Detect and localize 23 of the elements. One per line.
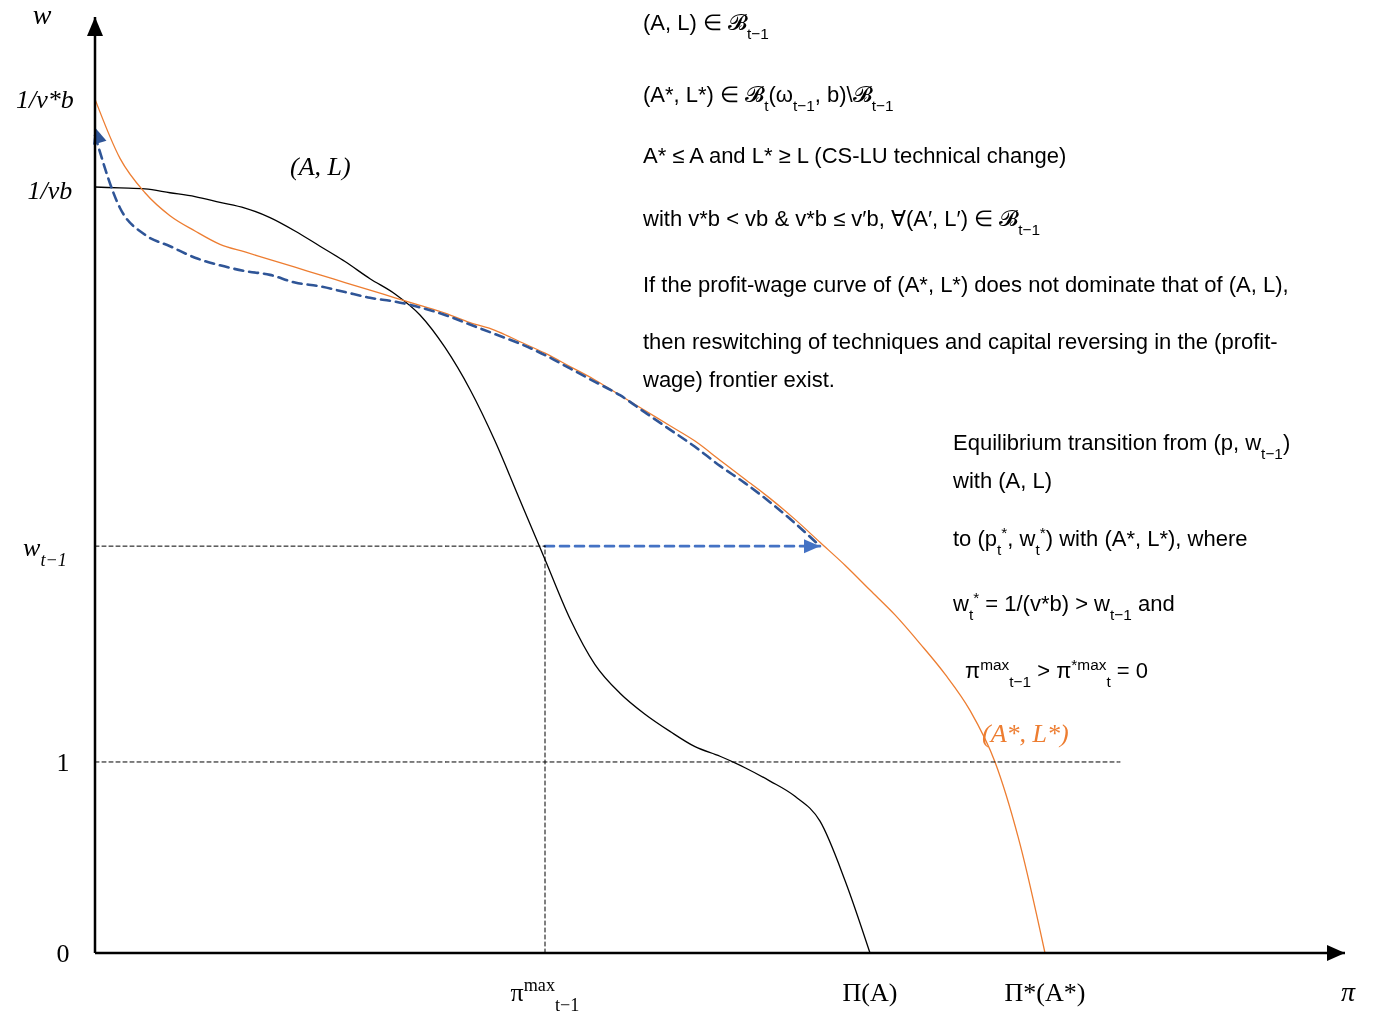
text: w$_{t−1}$ [23, 533, 67, 570]
annotation: then reswitching of techniques and capital reversing in the (profit- [643, 329, 1278, 354]
text: 1/vb [27, 176, 73, 205]
annotation: If the profit-wage curve of (A*, L*) does not dominate that of (A, L), [643, 272, 1289, 297]
x-axis-title: π [1340, 976, 1356, 1007]
annotation: with (A, L) [952, 468, 1053, 493]
annotation: to (p$_{t}$$^{*}$, w$_{t}$$^{*}$) with (A*, L*), where [953, 523, 1248, 558]
annotation: π$^{max}$$_{t−1}$ > π$^{*max}$$_{t}$ = 0 [965, 655, 1149, 690]
series-label: (A, L) [290, 151, 351, 181]
annotation: wage) frontier exist. [642, 367, 835, 392]
y-tick-label: 0 [56, 939, 70, 968]
x-tick-label: Π*(A*) [1004, 978, 1086, 1007]
annotation: (A*, L*) ∈ 𝓑$_{t}$(ω$_{t−1}$, b)\𝓑$_{t−1}$ [643, 82, 894, 114]
annotation: (A, L) ∈ 𝓑$_{t−1}$ [643, 10, 769, 42]
y-tick-label: 1 [56, 747, 70, 777]
series-label: (A*, L*) [982, 719, 1069, 749]
x-tick-label: Π(A) [842, 978, 898, 1007]
annotation: w$_{t}$$^{*}$ = 1/(v*b) > w$_{t−1}$ and [952, 588, 1175, 623]
annotation: with v*b < vb & v*b ≤ v′b, ∀(A′, L′) ∈ 𝓑$_{t−1}$ [642, 206, 1041, 238]
y-axis-title: w [32, 0, 52, 30]
text: 1/v*b [16, 85, 74, 114]
annotation: A* ≤ A and L* ≥ L (CS-LU technical change) [643, 143, 1067, 168]
annotation: Equilibrium transition from (p, w$_{t−1}$) [953, 430, 1291, 462]
